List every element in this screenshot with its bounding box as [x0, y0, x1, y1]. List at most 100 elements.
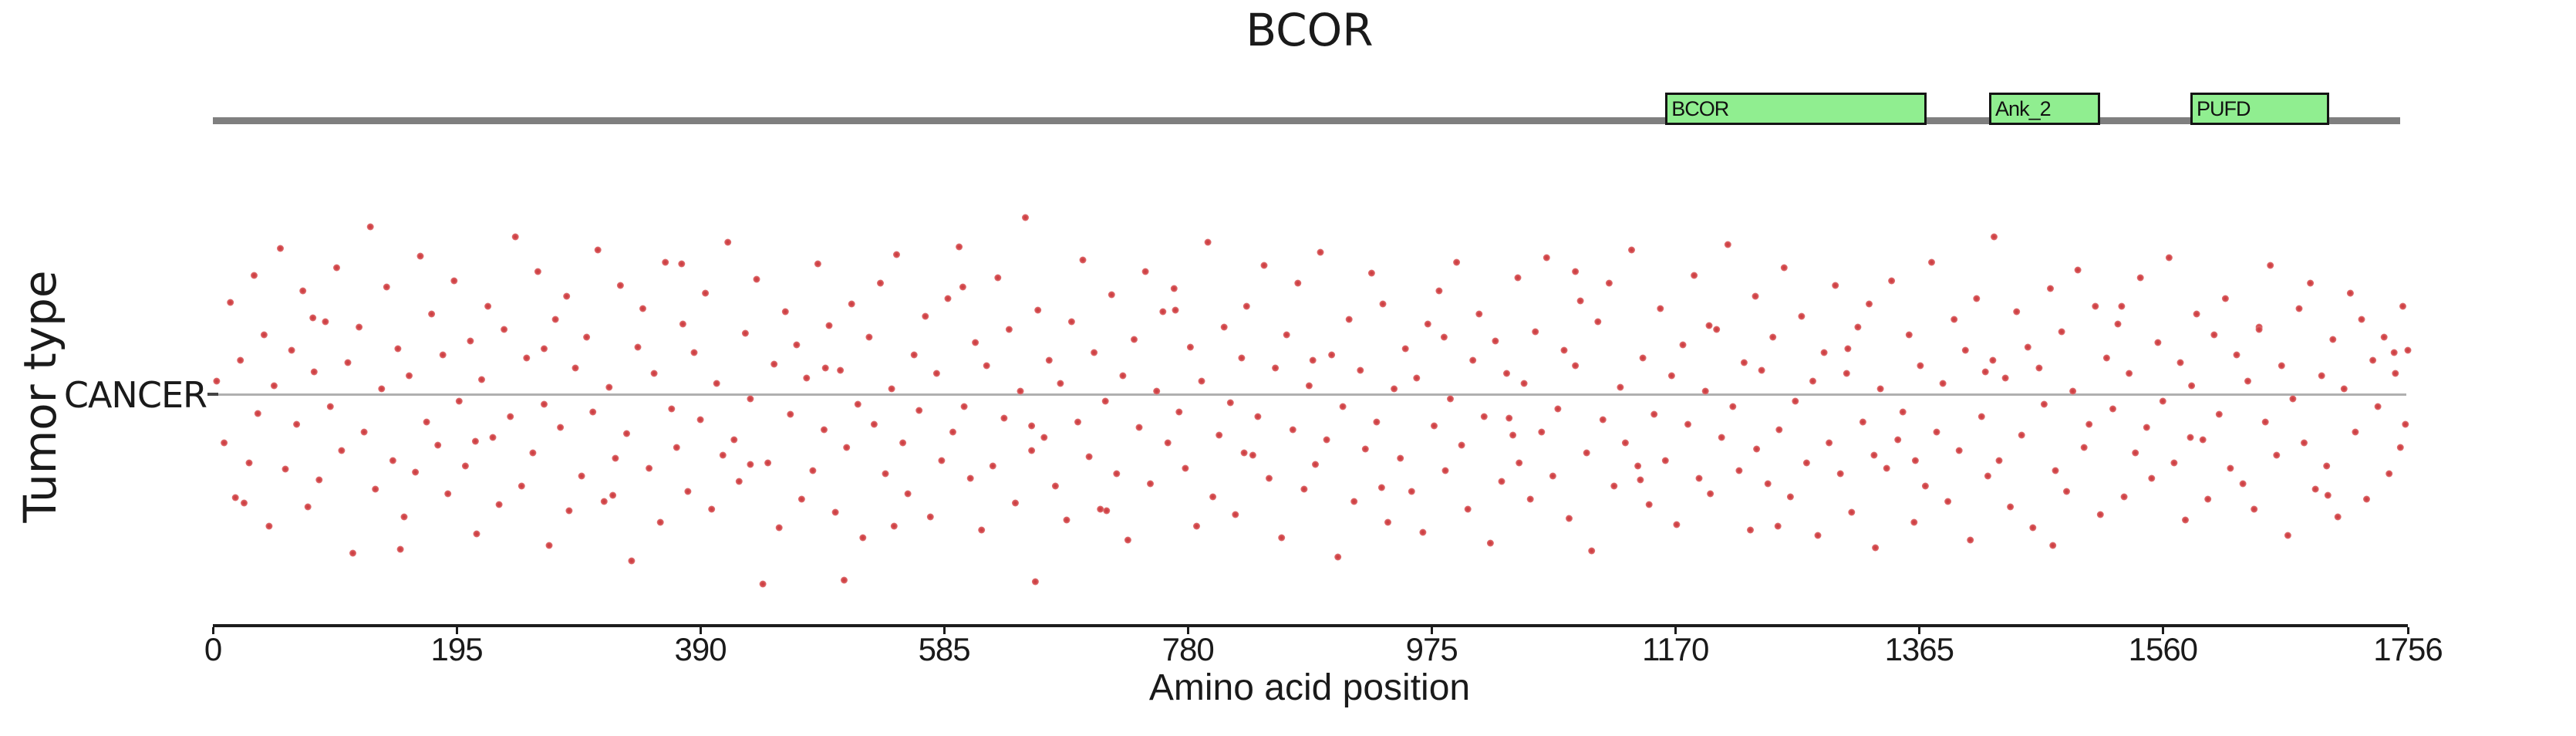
- mutation-dot: [254, 410, 261, 417]
- x-tick-label: 390: [674, 631, 727, 667]
- mutation-dot: [2118, 302, 2126, 310]
- mutation-dot: [1961, 346, 1969, 354]
- mutation-dot: [260, 331, 268, 339]
- mutation-dot: [1350, 498, 1358, 505]
- domain-label: Ank_2: [1995, 96, 2052, 120]
- mutation-dot: [1543, 254, 1550, 262]
- mutation-dot: [2165, 254, 2173, 262]
- mutation-dot: [1031, 578, 1039, 586]
- mutation-dot: [770, 360, 778, 368]
- mutation-dot: [2058, 328, 2065, 336]
- mutation-dot: [2024, 343, 2031, 351]
- mutation-dot: [944, 295, 952, 302]
- mutation-dot: [2007, 503, 2015, 511]
- mutation-dot: [2324, 491, 2332, 499]
- mutation-dot: [1753, 445, 1761, 453]
- mutation-dot: [2102, 354, 2110, 362]
- gene-backbone: [213, 117, 2400, 124]
- mutation-dot: [349, 549, 356, 557]
- mutation-dot: [2227, 464, 2234, 472]
- x-tick-mark: [700, 627, 703, 634]
- category-row-line: [218, 393, 2406, 396]
- mutation-dot: [1859, 418, 1866, 426]
- mutation-dot: [326, 403, 334, 410]
- mutation-dot: [673, 444, 680, 451]
- mutation-dot: [1526, 495, 1534, 503]
- mutation-dot: [344, 359, 352, 366]
- mutation-dot: [2182, 516, 2189, 524]
- mutation-dot: [1628, 246, 1635, 254]
- mutation-dot: [1814, 532, 1822, 539]
- mutation-dot: [309, 314, 317, 322]
- mutation-dot: [1057, 380, 1064, 387]
- mutation-dot: [310, 368, 318, 376]
- x-tick-label: 975: [1405, 631, 1458, 667]
- mutation-dot: [2255, 326, 2263, 333]
- mutation-dot: [1113, 470, 1121, 478]
- mutation-dot: [1124, 536, 1131, 544]
- mutation-dot: [1554, 405, 1562, 413]
- mutation-dot: [2221, 295, 2229, 302]
- mutation-dot: [882, 470, 889, 478]
- mutation-dot: [2215, 410, 2223, 418]
- x-tick-label: 0: [204, 631, 222, 667]
- mutation-dot: [1079, 256, 1087, 264]
- mutation-dot: [1028, 447, 1036, 454]
- mutation-dot: [2052, 467, 2059, 474]
- mutation-dot: [360, 428, 368, 436]
- mutation-dot: [1538, 428, 1546, 436]
- mutation-dot: [507, 413, 514, 420]
- mutation-dot: [2334, 513, 2342, 521]
- mutation-dot: [932, 370, 940, 377]
- x-axis-label: Amino acid position: [1148, 667, 1471, 708]
- mutation-dot: [904, 490, 912, 498]
- mutation-dot: [2352, 428, 2359, 436]
- mutation-dot: [338, 447, 346, 454]
- mutation-dot: [1492, 337, 1499, 345]
- mutation-dot: [501, 326, 508, 333]
- mutation-dot: [1017, 387, 1024, 395]
- mutation-dot: [557, 424, 565, 431]
- mutation-dot: [2329, 336, 2337, 343]
- mutation-dot: [315, 476, 323, 484]
- mutation-dot: [2143, 424, 2150, 431]
- mutation-dot: [2295, 305, 2303, 312]
- mutation-dot: [2307, 279, 2315, 287]
- mutation-dot: [1967, 536, 1974, 544]
- mutation-dot: [545, 542, 553, 549]
- x-tick-mark: [1431, 627, 1434, 634]
- mutation-dot: [511, 233, 519, 241]
- mutation-dot: [396, 545, 404, 553]
- mutation-dot: [1514, 274, 1522, 282]
- mutation-dot: [1361, 445, 1369, 453]
- mutation-dot: [1373, 418, 1381, 426]
- mutation-dot: [1752, 292, 1759, 300]
- mutation-dot: [1995, 457, 2003, 464]
- mutation-dot: [282, 465, 289, 473]
- mutation-dot: [304, 503, 312, 511]
- mutation-dot: [2233, 351, 2241, 359]
- mutation-dot: [270, 382, 278, 390]
- mutation-dot: [837, 366, 845, 374]
- mutation-dot: [471, 437, 479, 445]
- mutation-dot: [1650, 410, 1658, 418]
- mutation-dot: [854, 400, 861, 408]
- mutation-dot: [1854, 323, 1862, 331]
- mutation-dot: [1040, 434, 1048, 441]
- mutation-dot: [1747, 526, 1754, 534]
- x-tick-label: 195: [430, 631, 483, 667]
- mutation-dot: [589, 408, 597, 416]
- mutation-dot: [1836, 470, 1844, 478]
- mutation-dot: [994, 274, 1002, 282]
- mutation-dot: [1848, 508, 1856, 516]
- mutation-dot: [888, 385, 895, 393]
- mutation-dot: [865, 333, 873, 341]
- mutation-dot: [2148, 474, 2156, 482]
- mutation-dot: [1357, 366, 1364, 374]
- mutation-dot: [1888, 277, 1896, 285]
- mutation-dot: [2204, 495, 2212, 503]
- x-tick-label: 780: [1162, 631, 1215, 667]
- x-tick-label: 1170: [1642, 631, 1709, 667]
- mutation-dot: [1594, 318, 1602, 326]
- mutation-dot: [922, 312, 929, 320]
